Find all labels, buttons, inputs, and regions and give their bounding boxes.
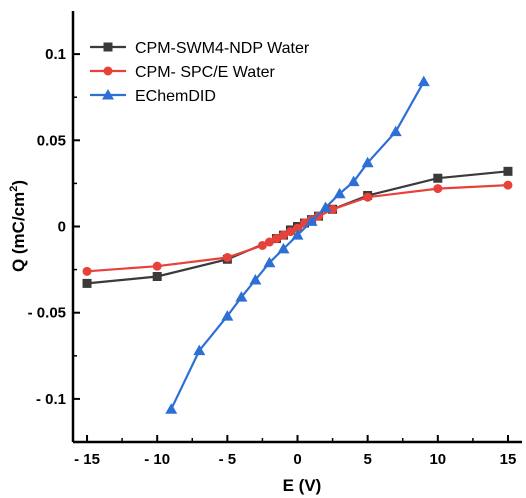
series-layer (82, 75, 513, 414)
y-tick-label: - 0.05 (28, 305, 66, 322)
y-axis-title-sup: 2 (8, 186, 20, 192)
data-point (264, 237, 274, 247)
legend-marker (103, 42, 113, 52)
data-point (361, 156, 374, 168)
data-point (152, 261, 162, 271)
data-point (319, 201, 332, 213)
data-point (235, 291, 248, 302)
x-tick-label: - 10 (144, 451, 170, 468)
data-point (314, 211, 324, 221)
legend: CPM-SWM4-NDP Water CPM- SPC/E Water EChemD… (90, 40, 310, 105)
y-tick-label: - 0.1 (36, 391, 66, 408)
series-3 (165, 75, 430, 414)
data-point (152, 271, 162, 281)
legend-item: CPM- SPC/E Water (90, 64, 276, 81)
data-point (305, 215, 318, 226)
legend-label: CPM- SPC/E Water (135, 64, 276, 81)
data-point (347, 175, 360, 187)
y-tick-label: 0 (58, 219, 66, 236)
data-point (193, 344, 206, 356)
data-point (278, 230, 288, 240)
data-point (417, 75, 430, 87)
data-point (165, 403, 178, 414)
data-point (249, 273, 262, 285)
data-point (433, 173, 443, 183)
legend-label: CPM-SWM4-NDP Water (135, 40, 310, 57)
data-point (82, 278, 92, 288)
data-point (503, 166, 513, 176)
y-axis-title: Q (mC/cm2) (8, 180, 28, 272)
data-point (503, 180, 513, 190)
x-tick-label: - 15 (74, 451, 100, 468)
data-point (263, 256, 276, 268)
data-point (222, 253, 232, 263)
data-point (291, 229, 304, 240)
legend-item: CPM-SWM4-NDP Water (90, 40, 310, 57)
data-point (433, 184, 443, 194)
x-tick-label: 5 (363, 451, 371, 468)
legend-label: EChemDID (135, 88, 216, 105)
data-point (389, 125, 402, 137)
data-point (333, 187, 346, 199)
y-tick-label: 0.05 (37, 132, 66, 149)
data-point (363, 192, 373, 202)
data-point (293, 223, 302, 233)
x-tick-label: - 5 (219, 451, 237, 468)
data-point (285, 227, 295, 237)
x-tick-label: 10 (429, 451, 446, 468)
data-point (271, 234, 281, 244)
legend-marker (102, 89, 114, 100)
data-point (82, 266, 92, 276)
series-line (170, 81, 425, 410)
legend-marker (103, 66, 113, 76)
x-tick-label: 0 (293, 451, 301, 468)
y-axis-title-main: Q (mC/cm (9, 192, 28, 272)
y-axis-title-close: ) (9, 180, 28, 186)
data-point (277, 242, 290, 254)
axes: 0.1 0.05 0 - 0.05 - 0.1 - 15 - 10 - 5 0 5 10 15 (28, 11, 522, 468)
x-tick-label: 15 (500, 451, 517, 468)
data-point (221, 310, 234, 321)
series-2 (82, 180, 513, 276)
y-tick-label: 0.1 (45, 46, 66, 63)
data-point (257, 240, 267, 250)
x-axis-title: E (V) (283, 476, 322, 495)
legend-item: EChemDID (90, 88, 216, 105)
